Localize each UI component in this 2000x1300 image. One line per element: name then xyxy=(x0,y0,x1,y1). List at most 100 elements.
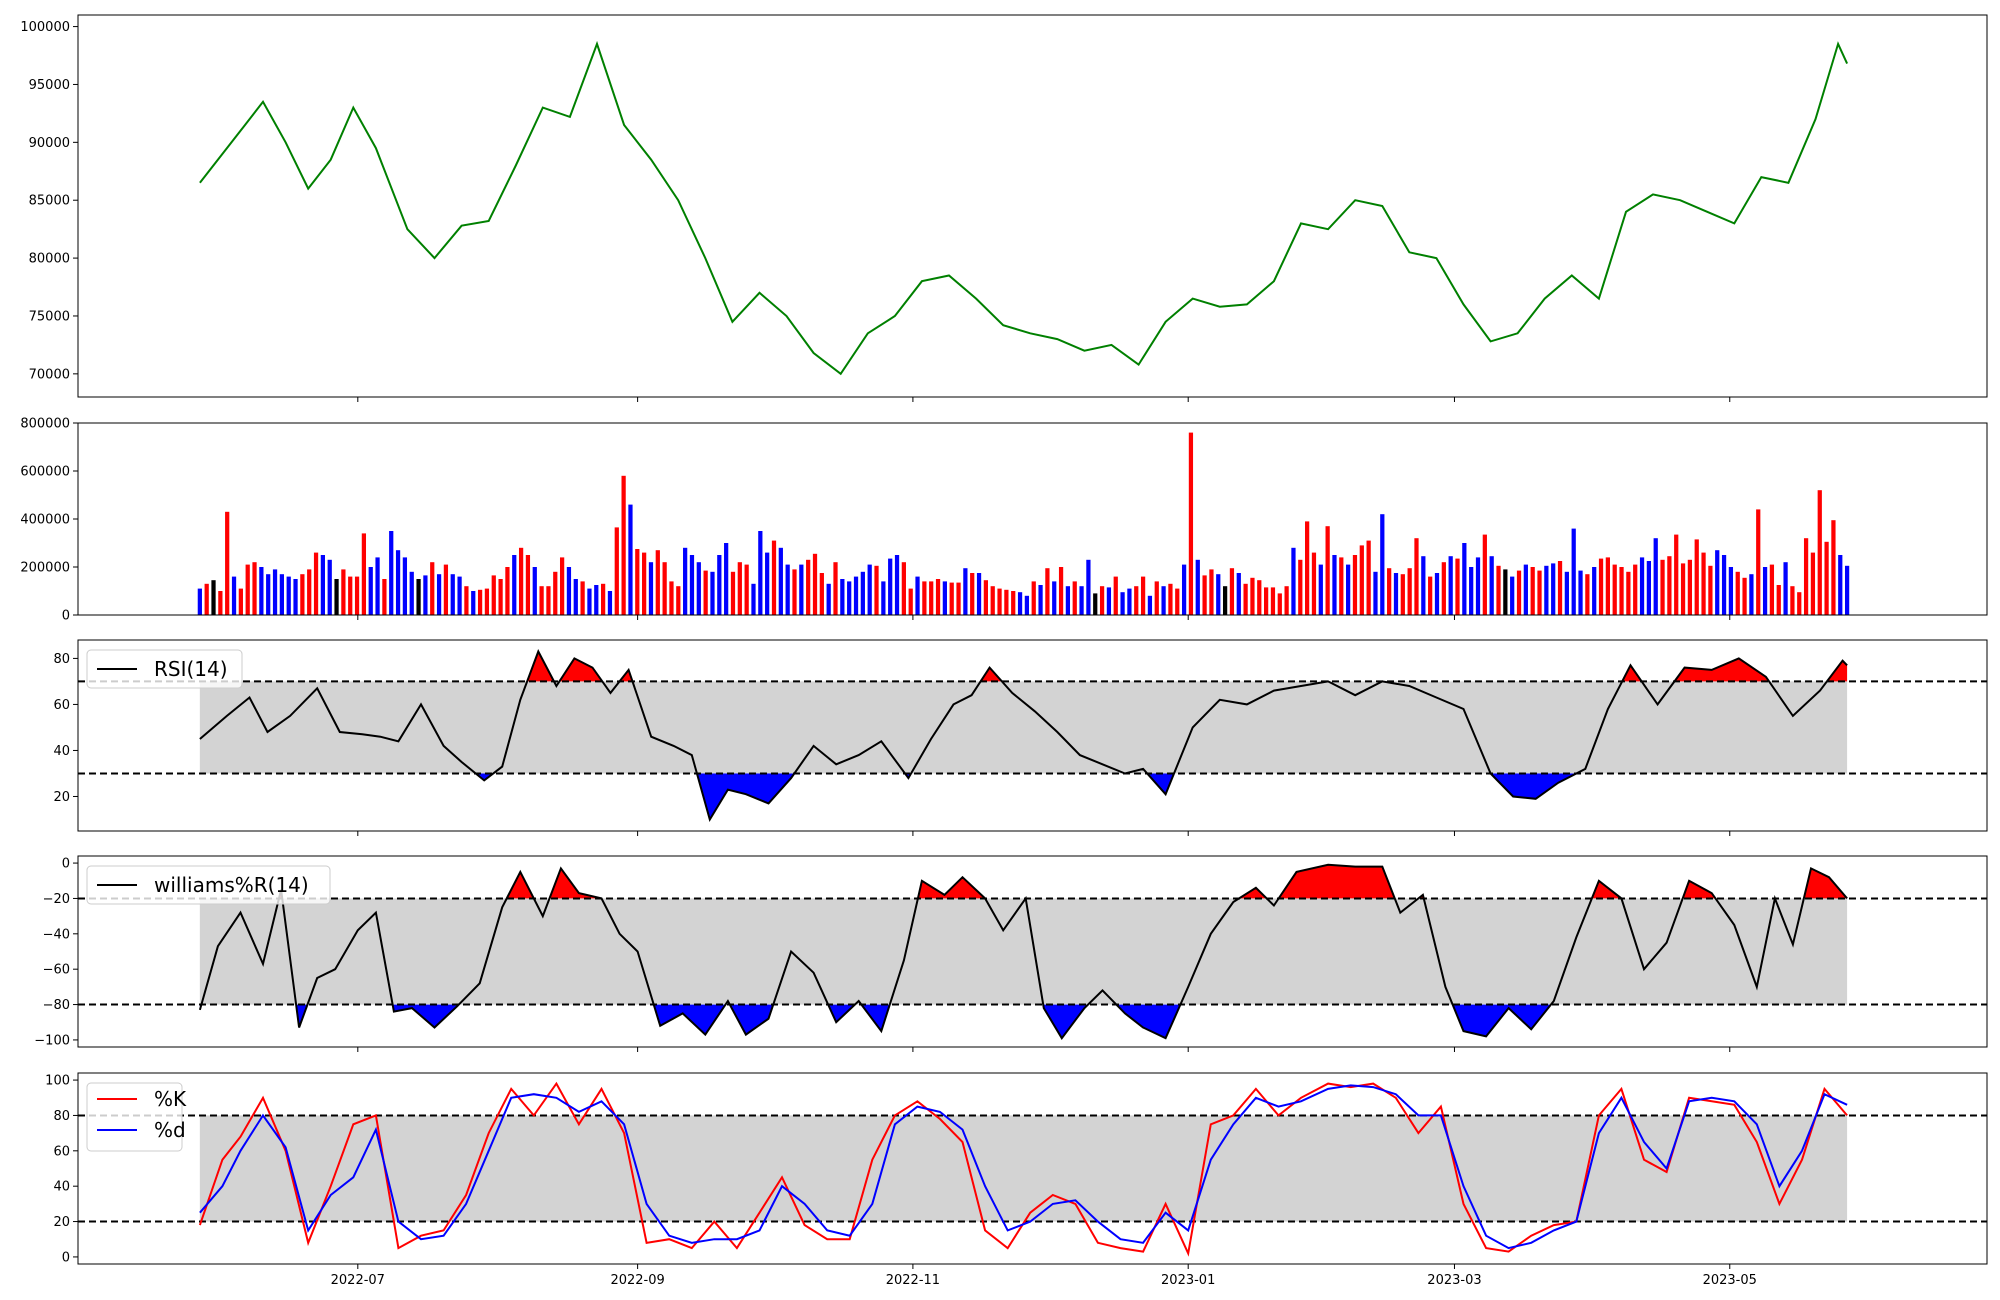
rsi-legend-label: RSI(14) xyxy=(154,657,228,681)
volume-bar xyxy=(1093,593,1098,615)
volume-bar xyxy=(300,574,305,615)
volume-bar xyxy=(799,564,804,615)
volume-bar xyxy=(375,557,380,615)
volume-bar xyxy=(867,564,872,615)
rsi-y-axis: 20 40 60 80 xyxy=(53,652,78,805)
stochastic-panel-frame xyxy=(77,1072,1988,1265)
volume-bar xyxy=(238,588,243,615)
volume-bar xyxy=(1749,574,1754,615)
volume-bar xyxy=(1229,568,1235,615)
stochastic-y-axis: 0 20 40 60 80 100 xyxy=(45,1074,78,1265)
volume-bar xyxy=(1305,521,1310,615)
volume-bar xyxy=(758,531,763,615)
volume-bar xyxy=(1475,557,1481,615)
price-ytick-label: 95000 xyxy=(29,78,70,93)
williams-legend-label: williams%R(14) xyxy=(154,873,309,897)
volume-bar xyxy=(1065,586,1071,615)
stochastic-neutral-band xyxy=(199,1115,1848,1222)
williams-panel-frame xyxy=(77,855,1988,1048)
volume-bar xyxy=(211,580,216,615)
volume-bar xyxy=(1181,564,1187,615)
volume-bar xyxy=(1222,586,1228,615)
volume-bar xyxy=(409,571,414,615)
volume-bar xyxy=(1099,586,1105,615)
williams-reference-lines xyxy=(78,897,1987,1006)
volume-bar xyxy=(1359,545,1364,615)
volume-bar xyxy=(1810,552,1816,615)
volume-bar xyxy=(1045,568,1050,615)
volume-bar xyxy=(1421,556,1426,615)
williams-ytick-label: −100 xyxy=(34,1033,70,1048)
price-line xyxy=(199,40,1849,376)
price-ytick-label: 70000 xyxy=(29,367,70,382)
volume-bar xyxy=(1742,577,1747,615)
williams-overbought-fill xyxy=(278,864,1848,899)
volume-bar xyxy=(922,581,927,615)
rsi-overbought-fill xyxy=(527,651,1848,682)
williams-fill-layer xyxy=(199,864,1848,1039)
volume-bar xyxy=(259,567,264,615)
volume-bar xyxy=(929,581,934,615)
volume-bar xyxy=(840,579,845,615)
volume-bar xyxy=(1721,555,1727,615)
volume-bar xyxy=(1209,569,1214,615)
volume-bar xyxy=(601,583,606,615)
volume-bar xyxy=(204,583,209,615)
rsi-ytick-label: 80 xyxy=(53,652,70,667)
volume-bar xyxy=(676,586,681,615)
rsi-panel-frame xyxy=(77,639,1988,832)
x-tick-label: 2022-07 xyxy=(331,1273,385,1288)
volume-bar xyxy=(1571,528,1576,615)
stochastic-legend: %K %d xyxy=(86,1082,187,1152)
volume-bar xyxy=(1557,561,1563,615)
volume-bar xyxy=(1578,570,1583,615)
volume-bar xyxy=(628,504,633,615)
volume-bar xyxy=(389,531,394,615)
price-panel: 70000 75000 80000 85000 90000 95000 100000 xyxy=(20,14,1988,398)
stochastic-reference-lines xyxy=(78,1114,1987,1223)
volume-bar xyxy=(703,570,708,615)
rsi-neutral-band xyxy=(199,681,1848,774)
volume-bar xyxy=(648,562,654,615)
stochastic-ytick-label: 80 xyxy=(53,1109,70,1124)
x-tick-label: 2023-03 xyxy=(1427,1273,1481,1288)
williams-ytick-label: −20 xyxy=(43,892,70,907)
volume-bar xyxy=(1072,581,1077,615)
volume-bar xyxy=(1448,556,1453,615)
volume-bar xyxy=(1639,557,1645,615)
volume-bar xyxy=(614,527,619,615)
volume-bar xyxy=(498,579,503,615)
volume-bar xyxy=(1530,567,1535,615)
volume-bar xyxy=(484,588,490,615)
volume-bar xyxy=(724,543,729,615)
volume-bar xyxy=(717,555,722,615)
price-panel-frame xyxy=(77,14,1988,398)
volume-bar xyxy=(1428,576,1433,615)
volume-bar xyxy=(1455,558,1460,615)
volume-bar xyxy=(1216,574,1221,615)
volume-bar xyxy=(1462,543,1467,615)
volume-bar xyxy=(539,586,544,615)
volume-bar xyxy=(1346,564,1351,615)
volume-bar xyxy=(518,547,524,615)
volume-bar xyxy=(1667,556,1672,615)
price-ytick-label: 80000 xyxy=(29,252,70,267)
williams-line-layer xyxy=(198,863,1848,1040)
volume-bar xyxy=(1817,490,1822,615)
stochastic-ytick-label: 100 xyxy=(45,1074,70,1089)
rsi-panel: 20 40 60 80 RSI(14) xyxy=(53,639,1988,832)
volume-bar xyxy=(354,576,360,615)
volume-bar xyxy=(635,549,640,615)
volume-bars-layer xyxy=(197,432,1850,615)
volume-bar xyxy=(327,559,332,615)
volume-bar xyxy=(1776,585,1781,615)
volume-bar xyxy=(894,555,900,615)
volume-bar xyxy=(1735,571,1740,615)
stochastic-panel: 0 20 40 60 80 100 %K %d xyxy=(45,1072,1988,1265)
volume-bar xyxy=(1756,509,1761,615)
volume-bar xyxy=(1407,568,1412,615)
date-x-axis: 2022-07 2022-09 2022-11 2023-01 2023-03 2023-… xyxy=(331,397,1757,1288)
volume-bar xyxy=(1284,586,1289,615)
volume-bar xyxy=(1195,559,1200,615)
